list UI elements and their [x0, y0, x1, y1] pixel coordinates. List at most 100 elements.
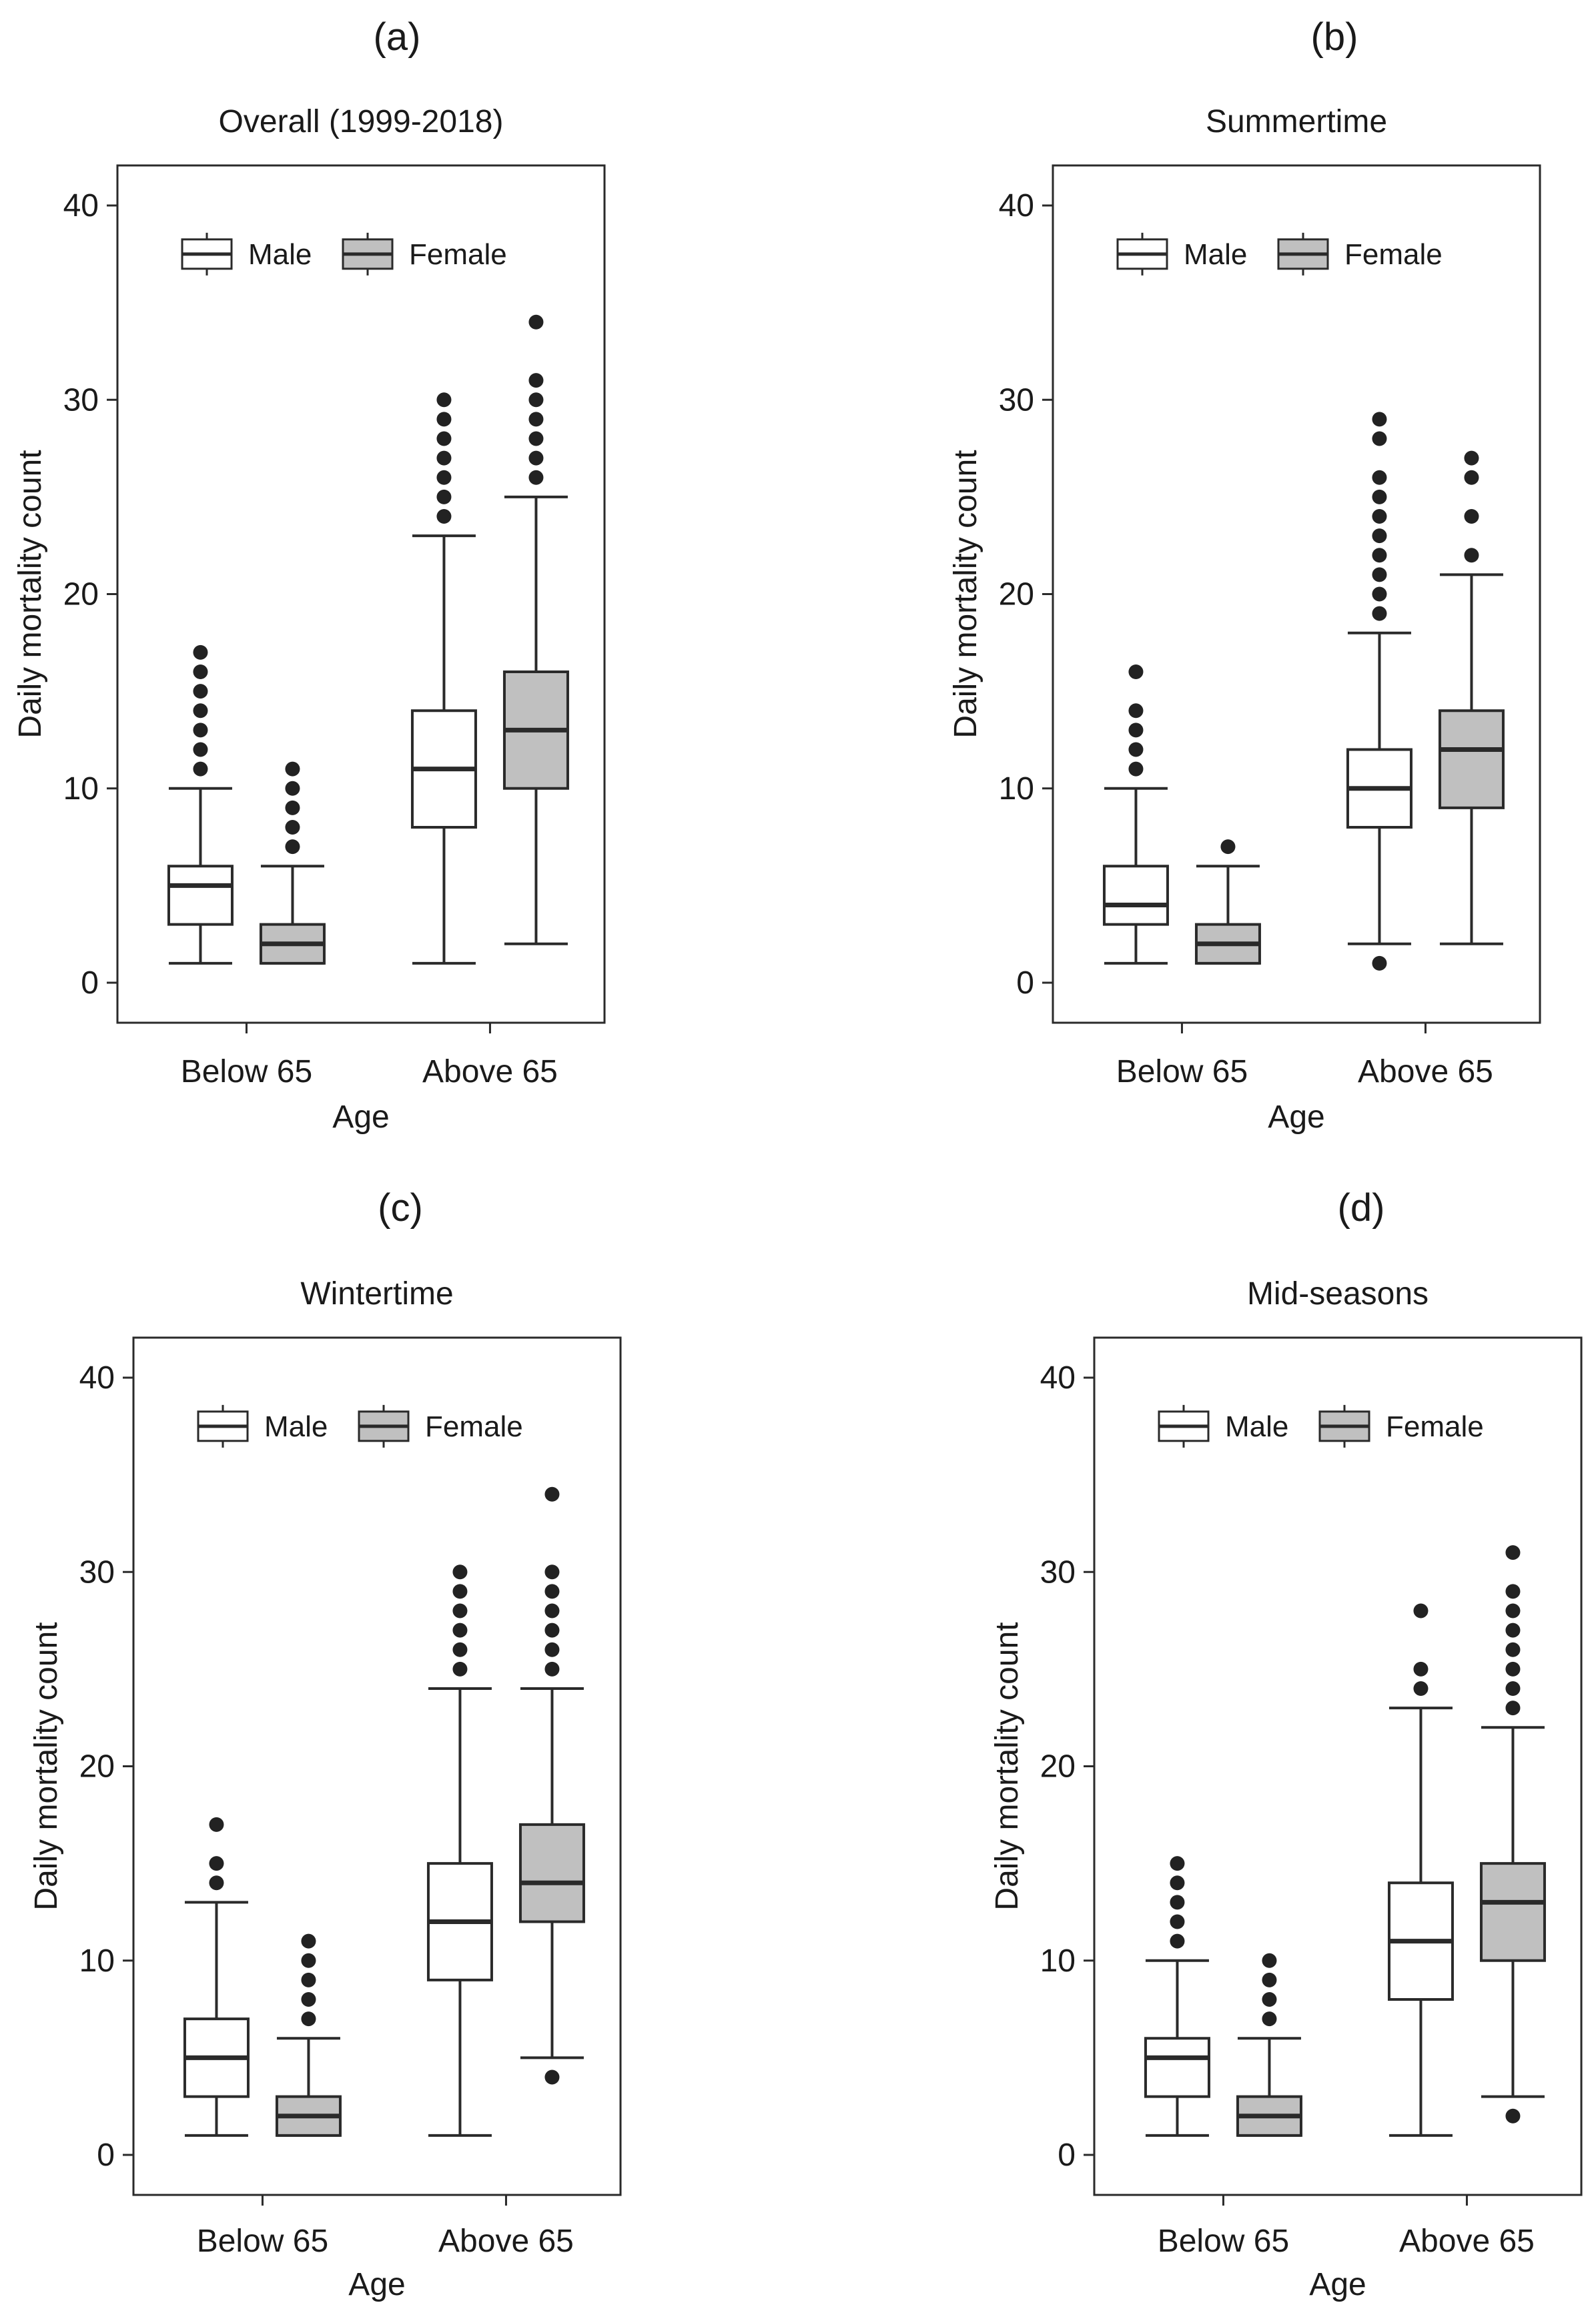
outlier-point — [1372, 509, 1387, 524]
legend-key-female — [342, 232, 394, 276]
outlier-point — [285, 820, 300, 835]
y-tick-label: 40 — [1040, 1360, 1076, 1396]
outlier-point — [1372, 606, 1387, 621]
outlier-point — [1464, 450, 1479, 466]
outlier-point — [544, 1661, 560, 1677]
outlier-point — [1372, 528, 1387, 544]
y-tick-label: 10 — [79, 1943, 115, 1979]
x-axis-title: Age — [332, 1099, 389, 1135]
outlier-point — [1464, 509, 1479, 524]
legend: Male Female — [1158, 1404, 1484, 1448]
outlier-point — [301, 1933, 316, 1949]
outlier-point — [528, 450, 544, 466]
boxplot-male-below-65 — [183, 1817, 250, 2137]
y-tick-label: 0 — [1058, 2138, 1076, 2173]
boxplot-male-below-65 — [167, 644, 234, 965]
outlier-point — [1170, 1933, 1185, 1949]
y-tick-label: 40 — [63, 188, 99, 223]
chart-panel-b: (b) Summertime 0 10 20 30 40 Daily mortality co… — [948, 15, 1541, 1135]
boxplot-male-above-65 — [410, 392, 477, 965]
outlier-point — [452, 1564, 468, 1580]
boxplot-female-below-65 — [1194, 839, 1261, 965]
outlier-point — [1262, 1992, 1277, 2007]
outlier-point — [1372, 431, 1387, 446]
outlier-point — [528, 431, 544, 446]
outlier-point — [544, 1564, 560, 1580]
outlier-point — [1170, 1895, 1185, 1910]
panel-title: Mid-seasons — [1247, 1276, 1429, 1312]
boxplot-male-above-65 — [1387, 1603, 1454, 2137]
outlier-point — [1128, 703, 1144, 719]
iqr-box — [1479, 1862, 1546, 1962]
legend-label-female: Female — [409, 238, 507, 271]
boxplot-male-above-65 — [1346, 412, 1413, 971]
chart-panel-a: (a) Overall (1999-2018) 0 10 20 30 40 Daily mor… — [13, 15, 606, 1135]
outlier-point — [1220, 839, 1236, 855]
y-tick-label: 30 — [63, 382, 99, 418]
y-tick-label: 20 — [79, 1749, 115, 1785]
outlier-point — [436, 470, 452, 485]
panel-letter: (d) — [1338, 1186, 1385, 1230]
boxplot-female-above-65 — [1438, 450, 1505, 945]
outlier-point — [193, 644, 208, 660]
outlier-point — [193, 684, 208, 699]
y-axis-title: Daily mortality count — [29, 1622, 64, 1910]
y-tick-label: 40 — [999, 188, 1034, 223]
legend-key-male — [1158, 1404, 1210, 1448]
boxplot-male-above-65 — [426, 1564, 493, 2137]
legend-key-male — [181, 232, 233, 276]
outlier-point — [544, 1642, 560, 1657]
outlier-point — [1372, 955, 1387, 971]
outlier-point — [1413, 1681, 1429, 1696]
iqr-box — [1144, 2037, 1210, 2098]
outlier-point — [452, 1661, 468, 1677]
y-tick-label: 30 — [999, 382, 1034, 418]
outlier-point — [209, 1875, 224, 1891]
outlier-point — [209, 1817, 224, 1832]
outlier-point — [193, 703, 208, 719]
legend-label-male: Male — [264, 1410, 328, 1443]
legend-label-female: Female — [1344, 238, 1443, 271]
y-tick-label: 0 — [1016, 965, 1034, 1001]
outlier-point — [528, 412, 544, 427]
legend-key-female — [1277, 232, 1329, 276]
legend-label-male: Male — [1225, 1410, 1288, 1443]
outlier-point — [1505, 1545, 1521, 1560]
outlier-point — [1128, 761, 1144, 777]
outlier-point — [301, 1972, 316, 1987]
outlier-point — [436, 392, 452, 408]
panel-title: Summertime — [1206, 104, 1387, 139]
panel-letter: (c) — [378, 1186, 423, 1230]
outlier-point — [285, 800, 300, 815]
outlier-point — [1505, 2108, 1521, 2124]
outlier-point — [544, 1584, 560, 1599]
legend: Male Female — [1116, 232, 1443, 276]
outlier-point — [1128, 664, 1144, 679]
panel-letter: (b) — [1311, 15, 1358, 59]
panel-title: Overall (1999-2018) — [219, 104, 504, 139]
legend-key-male — [197, 1404, 249, 1448]
outlier-point — [1505, 1681, 1521, 1696]
outlier-point — [1170, 1875, 1185, 1891]
outlier-point — [301, 1953, 316, 1968]
x-tick-label: Above 65 — [1358, 1054, 1493, 1089]
y-tick-label: 20 — [999, 577, 1034, 612]
outlier-point — [193, 761, 208, 777]
outlier-point — [1372, 412, 1387, 427]
outlier-point — [436, 489, 452, 504]
iqr-box — [167, 865, 234, 926]
boxplot-female-above-65 — [518, 1486, 585, 2085]
outlier-point — [452, 1642, 468, 1657]
outlier-point — [209, 1856, 224, 1871]
y-tick-label: 0 — [97, 2138, 115, 2173]
outlier-point — [528, 373, 544, 388]
y-tick-label: 20 — [1040, 1749, 1076, 1785]
y-tick-label: 30 — [1040, 1554, 1076, 1590]
x-tick-label: Below 65 — [181, 1054, 312, 1089]
y-tick-label: 10 — [999, 771, 1034, 807]
outlier-point — [193, 723, 208, 738]
outlier-point — [436, 412, 452, 427]
outlier-point — [1505, 1661, 1521, 1677]
chart-panel-d: (d) Mid-seasons 0 10 20 30 40 Daily mortality c… — [989, 1186, 1583, 2302]
